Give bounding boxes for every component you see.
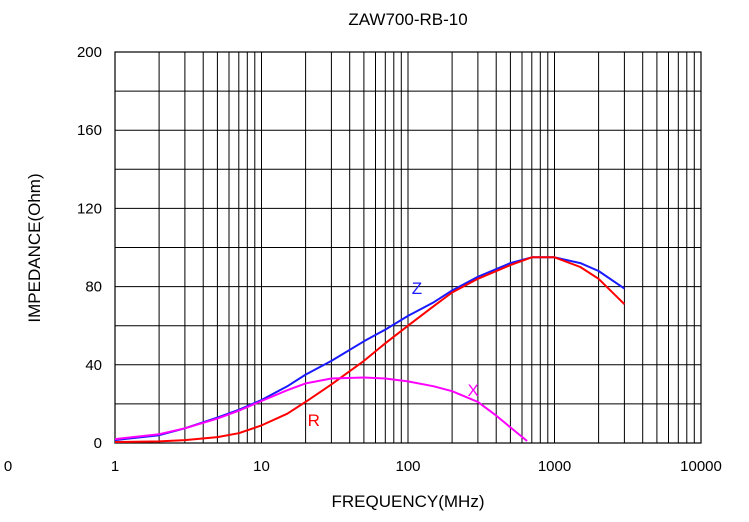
y-tick-label: 80 [85, 279, 102, 296]
y-tick-label: 160 [77, 122, 102, 139]
series-label-r: R [308, 411, 320, 430]
grid-lines [115, 52, 702, 443]
series-layer [114, 256, 626, 443]
y-axis-label: IMPEDANCE(Ohm) [25, 173, 44, 322]
series-label-x: X [468, 381, 479, 400]
series-line-r [114, 256, 626, 443]
tick-labels: 1 10 100 1000 10000 0 40 80 120 160 200 [77, 44, 722, 475]
chart-title: ZAW700-RB-10 [348, 10, 467, 29]
series-labels: Z R X [308, 279, 479, 430]
x-tick-label: 100 [395, 458, 420, 475]
plot-area-frame [114, 51, 702, 444]
series-label-z: Z [412, 279, 422, 298]
x-tick-label: 10 [253, 458, 270, 475]
y-tick-label: 120 [77, 200, 102, 217]
y-tick-label: 0 [94, 435, 102, 452]
series-line-x [114, 376, 528, 442]
x-tick-label: 1 [111, 458, 119, 475]
x-axis-label: FREQUENCY(MHz) [332, 492, 485, 511]
x-tick-label: 10000 [680, 458, 722, 475]
y-tick-label: 40 [85, 357, 102, 374]
stray-x-tick-label: 0 [4, 458, 12, 475]
y-tick-label: 200 [77, 44, 102, 61]
x-tick-label: 1000 [538, 458, 571, 475]
